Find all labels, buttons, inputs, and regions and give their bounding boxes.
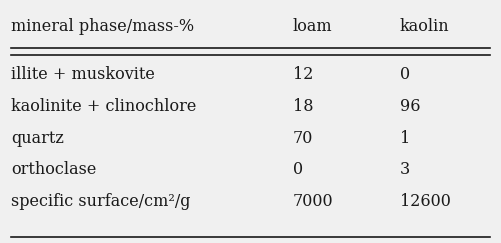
Text: 0: 0 (400, 66, 410, 83)
Text: 18: 18 (293, 98, 313, 115)
Text: 96: 96 (400, 98, 420, 115)
Text: loam: loam (293, 18, 333, 35)
Text: mineral phase/mass-%: mineral phase/mass-% (12, 18, 194, 35)
Text: kaolinite + clinochlore: kaolinite + clinochlore (12, 98, 197, 115)
Text: 3: 3 (400, 161, 410, 178)
Text: 1: 1 (400, 130, 410, 147)
Text: 12: 12 (293, 66, 313, 83)
Text: 7000: 7000 (293, 193, 334, 210)
Text: 0: 0 (293, 161, 303, 178)
Text: specific surface/cm²/g: specific surface/cm²/g (12, 193, 191, 210)
Text: 12600: 12600 (400, 193, 451, 210)
Text: quartz: quartz (12, 130, 64, 147)
Text: 70: 70 (293, 130, 313, 147)
Text: illite + muskovite: illite + muskovite (12, 66, 155, 83)
Text: orthoclase: orthoclase (12, 161, 97, 178)
Text: kaolin: kaolin (400, 18, 449, 35)
